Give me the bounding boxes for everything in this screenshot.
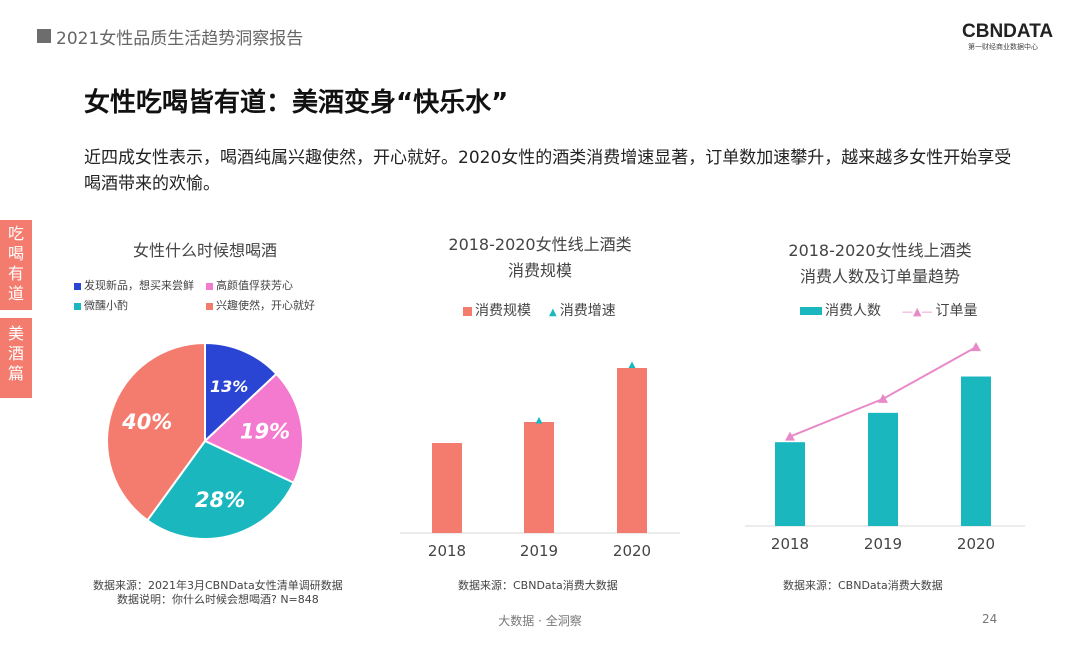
side-tab-char: 吃 [7,224,24,243]
side-tab-char: 道 [7,284,24,303]
bar1-legend-label: 消费规模 [475,303,531,319]
pie-slice-label: 13% [210,377,248,396]
bar-chart-1-title-line1: 2018-2020女性线上酒类 [448,235,632,254]
logo-subtext: 第一财经商业数据中心 [968,43,1038,51]
bar-chart-1-title: 2018-2020女性线上酒类 消费规模 [410,232,670,284]
pie-legend-item: 发现新品，想买来尝鲜 [74,277,194,293]
lead-text: 近四成女性表示，喝酒纯属兴趣使然，开心就好。2020女性的酒类消费增速显著，订单… [84,148,1012,194]
growth-marker [628,361,636,368]
page-headline: 女性吃喝皆有道：美酒变身“快乐水” [84,88,509,118]
bar2-legend-item: 消费人数 [800,300,881,320]
side-tab-char: 篇 [7,364,24,383]
bar-chart-2-title-line2: 消费人数及订单量趋势 [799,267,960,286]
order-marker [785,431,795,441]
pie-chart-title: 女性什么时候想喝酒 [132,241,277,260]
bar [775,442,805,526]
page-number: 24 [982,612,998,626]
pie-legend-item: 高颜值俘获芳心 [206,277,293,293]
pie-legend-label: 高颜值俘获芳心 [216,279,293,292]
order-marker [971,342,981,352]
x-tick-label: 2020 [613,542,651,560]
side-tab-meijiu: 美 酒 篇 [0,318,32,398]
order-marker [878,393,888,403]
triangle-marker-icon: ▲ [549,307,557,318]
source-note: 数据来源：2021年3月CBNData女性清单调研数据 [93,579,343,592]
legend-swatch [74,282,81,290]
bar2-legend-label: 订单量 [935,303,978,319]
pie-slice-label: 19% [240,419,290,443]
legend-swatch [74,302,81,310]
legend-swatch [206,282,213,290]
pie-legend-label: 发现新品，想买来尝鲜 [84,279,194,292]
line-triangle-marker-icon: —▲— [902,305,933,318]
footer-text: 大数据 · 全洞察 [498,614,582,628]
bar-chart-2-title-line1: 2018-2020女性线上酒类 [788,241,972,260]
report-title: 2021女性品质生活趋势洞察报告 [56,29,304,49]
pie-slice [203,372,304,485]
side-tab-char: 酒 [7,344,24,363]
x-tick-label: 2019 [520,542,558,560]
growth-marker [535,417,543,424]
source-note: 数据来源：CBNData消费大数据 [783,579,943,592]
source-note: 数据来源：CBNData消费大数据 [458,579,618,592]
legend-swatch [800,307,822,315]
x-tick-label: 2019 [864,535,902,553]
pie-slice [204,341,278,444]
bar2-legend-item: —▲— 订单量 [902,300,977,320]
side-tab-char: 喝 [7,244,24,263]
bar-chart-1-title-line2: 消费规模 [507,261,572,280]
pie-chart: 13% 19% 28% 40% [106,341,304,540]
pie-legend-item: 兴趣使然，开心就好 [206,297,315,313]
bar1-legend-item: ▲ 消费增速 [549,300,616,320]
bar [432,443,462,533]
cbndata-logo: CBNDATA 第一财经商业数据中心 [962,21,1054,52]
pie-legend-item: 微醺小酌 [74,297,128,313]
pie-slice [106,341,206,522]
pie-slice-label: 28% [195,488,245,512]
pie-slice [145,439,296,540]
x-tick-label: 2018 [428,542,466,560]
side-tab-char: 美 [7,324,24,343]
bar [524,422,554,533]
x-tick-label: 2020 [957,535,995,553]
pie-legend-label: 兴趣使然，开心就好 [216,299,315,312]
bar [617,368,647,533]
header-square-icon [37,29,51,43]
side-tab-chihe: 吃 喝 有 道 [0,220,32,310]
pie-legend-label: 微醺小酌 [84,299,128,312]
legend-swatch [463,306,472,316]
side-tab-char: 有 [7,264,24,283]
bar-chart-2-title: 2018-2020女性线上酒类 消费人数及订单量趋势 [750,238,1010,290]
source-note: 数据说明：你什么时候会想喝酒? N=848 [117,593,319,606]
bar [961,376,991,526]
logo-text: CBNDATA [962,21,1054,42]
bar2-legend-label: 消费人数 [825,303,881,319]
bar-chart-1: 2018 2019 2020 [400,361,680,560]
bar-chart-2: 2018 2019 2020 [745,342,1025,553]
bar [868,412,898,526]
legend-swatch [206,302,213,310]
x-tick-label: 2018 [771,535,809,553]
bar1-legend-label: 消费增速 [559,303,616,319]
pie-slice-label: 40% [121,410,172,434]
bar1-legend-item: 消费规模 [463,300,531,320]
